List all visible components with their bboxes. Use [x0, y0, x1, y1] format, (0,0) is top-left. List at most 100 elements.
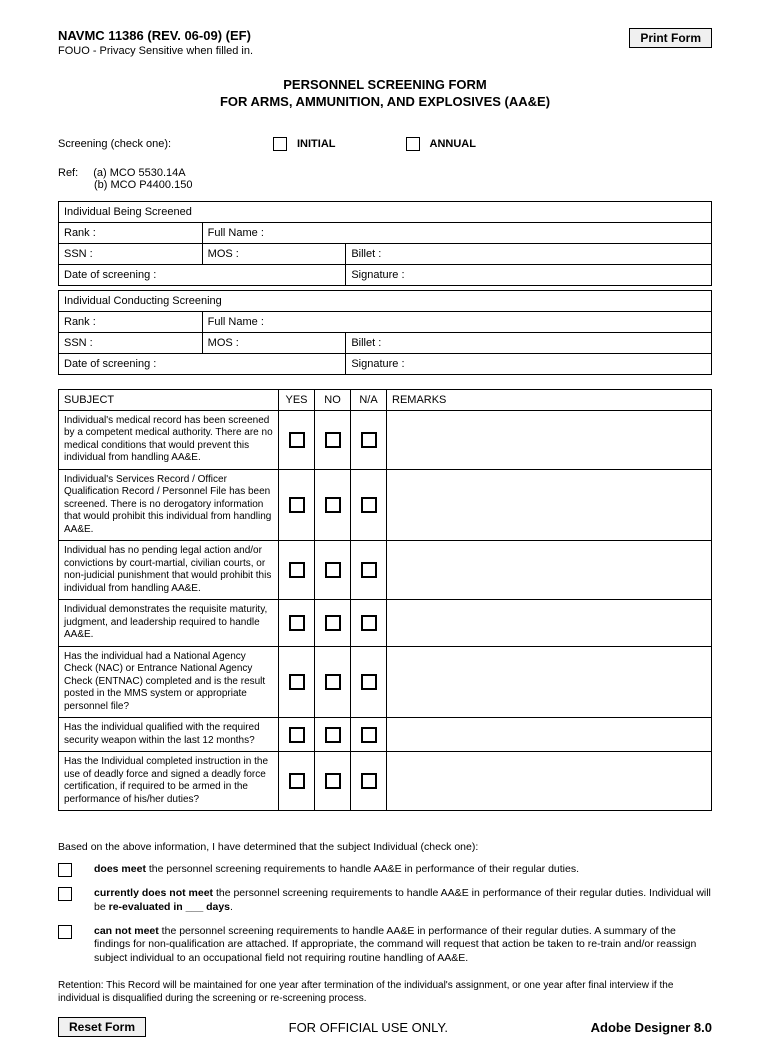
det-text-1: does meet the personnel screening requir…	[94, 863, 712, 877]
subject-row: Has the individual qualified with the re…	[59, 718, 712, 752]
det-text-3: can not meet the personnel screening req…	[94, 925, 712, 966]
checkbox-no[interactable]	[325, 727, 341, 743]
form-title: PERSONNEL SCREENING FORM FOR ARMS, AMMUN…	[58, 77, 712, 111]
checkbox-yes[interactable]	[289, 615, 305, 631]
checkbox-does-meet[interactable]	[58, 863, 72, 877]
reset-form-button[interactable]: Reset Form	[58, 1017, 146, 1037]
cell-yes	[279, 718, 315, 752]
subject-row: Individual's Services Record / Officer Q…	[59, 469, 712, 541]
checkbox-yes[interactable]	[289, 497, 305, 513]
checkbox-can-not-meet[interactable]	[58, 925, 72, 939]
cell-no	[315, 541, 351, 600]
subject-row: Has the Individual completed instruction…	[59, 752, 712, 811]
th-subject: SUBJECT	[59, 389, 279, 410]
s2-date[interactable]: Date of screening :	[59, 353, 346, 374]
s1-mos[interactable]: MOS :	[202, 243, 346, 264]
checkbox-no[interactable]	[325, 562, 341, 578]
cell-yes	[279, 410, 315, 469]
cell-remarks[interactable]	[387, 469, 712, 541]
checkbox-no[interactable]	[325, 497, 341, 513]
det2-bold2: re-evaluated in ___ days	[109, 901, 230, 913]
subject-text: Has the individual qualified with the re…	[59, 718, 279, 752]
footer-official-use: FOR OFFICIAL USE ONLY.	[289, 1020, 448, 1035]
cell-remarks[interactable]	[387, 752, 712, 811]
cell-remarks[interactable]	[387, 718, 712, 752]
cell-remarks[interactable]	[387, 541, 712, 600]
s1-rank[interactable]: Rank :	[59, 222, 203, 243]
s1-date[interactable]: Date of screening :	[59, 264, 346, 285]
subject-text: Has the Individual completed instruction…	[59, 752, 279, 811]
s2-rank[interactable]: Rank :	[59, 311, 203, 332]
cell-no	[315, 718, 351, 752]
cell-no	[315, 752, 351, 811]
checkbox-na[interactable]	[361, 562, 377, 578]
s1-ssn[interactable]: SSN :	[59, 243, 203, 264]
determination-option-3: can not meet the personnel screening req…	[58, 925, 712, 966]
checkbox-does-not-meet[interactable]	[58, 887, 72, 901]
subject-text: Individual's medical record has been scr…	[59, 410, 279, 469]
section-individual-conducting: Individual Conducting Screening Rank : F…	[58, 290, 712, 375]
s2-mos[interactable]: MOS :	[202, 332, 346, 353]
s2-sig[interactable]: Signature :	[346, 353, 712, 374]
subject-row: Individual demonstrates the requisite ma…	[59, 600, 712, 647]
determination-option-2: currently does not meet the personnel sc…	[58, 887, 712, 914]
th-remarks: REMARKS	[387, 389, 712, 410]
checkbox-yes[interactable]	[289, 727, 305, 743]
page: NAVMC 11386 (REV. 06-09) (EF) FOUO - Pri…	[0, 0, 770, 1024]
checkbox-initial[interactable]	[273, 137, 287, 151]
det1-rest: the personnel screening requirements to …	[146, 863, 579, 875]
checkbox-no[interactable]	[325, 674, 341, 690]
det3-rest: the personnel screening requirements to …	[94, 925, 696, 964]
screening-type-row: Screening (check one): INITIAL ANNUAL	[58, 137, 712, 151]
checkbox-na[interactable]	[361, 615, 377, 631]
footer: Reset Form FOR OFFICIAL USE ONLY. Adobe …	[58, 1017, 712, 1037]
det3-bold: can not meet	[94, 925, 159, 937]
cell-no	[315, 469, 351, 541]
checkbox-no[interactable]	[325, 615, 341, 631]
checkbox-annual[interactable]	[406, 137, 420, 151]
checkbox-na[interactable]	[361, 674, 377, 690]
label-initial: INITIAL	[297, 138, 336, 150]
cell-remarks[interactable]	[387, 410, 712, 469]
checkbox-yes[interactable]	[289, 562, 305, 578]
s1-billet[interactable]: Billet :	[346, 243, 712, 264]
th-yes: YES	[279, 389, 315, 410]
cell-remarks[interactable]	[387, 600, 712, 647]
s2-fullname[interactable]: Full Name :	[202, 311, 711, 332]
s2-ssn[interactable]: SSN :	[59, 332, 203, 353]
header: NAVMC 11386 (REV. 06-09) (EF) FOUO - Pri…	[58, 28, 712, 57]
s1-sig[interactable]: Signature :	[346, 264, 712, 285]
det2-bold1: currently does not meet	[94, 887, 213, 899]
cell-yes	[279, 541, 315, 600]
s2-billet[interactable]: Billet :	[346, 332, 712, 353]
label-annual: ANNUAL	[430, 138, 476, 150]
s1-fullname[interactable]: Full Name :	[202, 222, 711, 243]
checkbox-na[interactable]	[361, 773, 377, 789]
checkbox-no[interactable]	[325, 432, 341, 448]
subject-row: Individual's medical record has been scr…	[59, 410, 712, 469]
retention-notice: Retention: This Record will be maintaine…	[58, 979, 712, 1005]
s1-heading: Individual Being Screened	[59, 201, 712, 222]
cell-na	[351, 541, 387, 600]
checkbox-na[interactable]	[361, 497, 377, 513]
cell-remarks[interactable]	[387, 646, 712, 718]
checkbox-no[interactable]	[325, 773, 341, 789]
fouo-notice: FOUO - Privacy Sensitive when filled in.	[58, 45, 253, 57]
references: Ref: (a) MCO 5530.14A (b) MCO P4400.150	[58, 167, 712, 191]
det1-bold: does meet	[94, 863, 146, 875]
header-left: NAVMC 11386 (REV. 06-09) (EF) FOUO - Pri…	[58, 28, 253, 57]
title-line-2: FOR ARMS, AMMUNITION, AND EXPLOSIVES (AA…	[58, 94, 712, 111]
print-form-button[interactable]: Print Form	[629, 28, 712, 48]
subject-row: Has the individual had a National Agency…	[59, 646, 712, 718]
checkbox-yes[interactable]	[289, 432, 305, 448]
subject-header-row: SUBJECT YES NO N/A REMARKS	[59, 389, 712, 410]
th-no: NO	[315, 389, 351, 410]
subject-text: Has the individual had a National Agency…	[59, 646, 279, 718]
det-text-2: currently does not meet the personnel sc…	[94, 887, 712, 914]
checkbox-yes[interactable]	[289, 674, 305, 690]
footer-designer: Adobe Designer 8.0	[591, 1020, 712, 1035]
checkbox-na[interactable]	[361, 727, 377, 743]
subject-text: Individual demonstrates the requisite ma…	[59, 600, 279, 647]
checkbox-yes[interactable]	[289, 773, 305, 789]
checkbox-na[interactable]	[361, 432, 377, 448]
